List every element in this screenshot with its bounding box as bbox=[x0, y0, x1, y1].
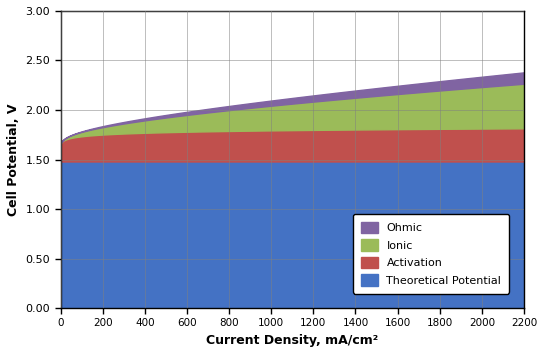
Y-axis label: Cell Potential, V: Cell Potential, V bbox=[7, 103, 20, 216]
X-axis label: Current Density, mA/cm²: Current Density, mA/cm² bbox=[206, 334, 379, 347]
Legend: Ohmic, Ionic, Activation, Theoretical Potential: Ohmic, Ionic, Activation, Theoretical Po… bbox=[353, 214, 509, 293]
